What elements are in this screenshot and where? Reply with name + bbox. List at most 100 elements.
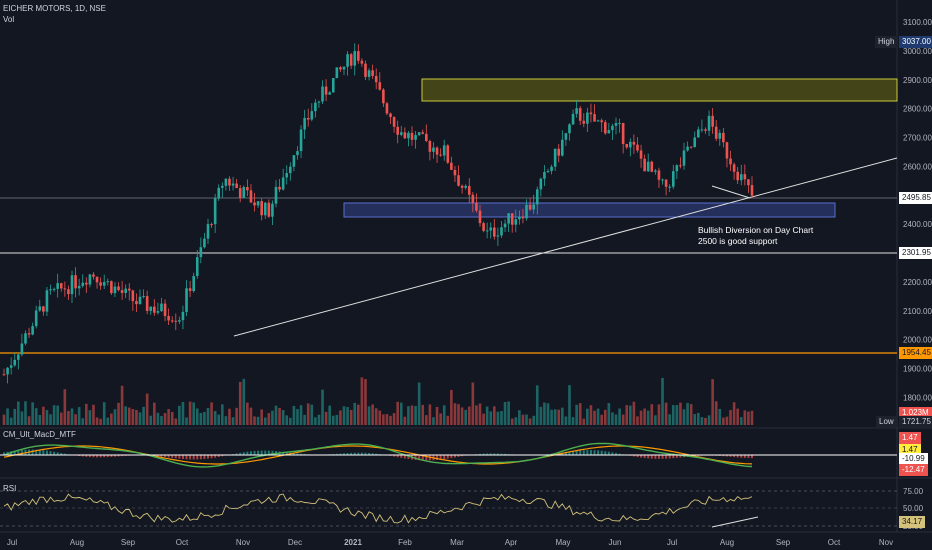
volume-bar-39	[142, 406, 145, 425]
volume-bar-129	[464, 409, 467, 425]
macd-hist-189	[679, 455, 682, 458]
candle-175	[629, 138, 632, 157]
candle-38	[138, 289, 142, 305]
volume-bar-52	[188, 401, 192, 425]
volume-bar-99	[357, 404, 360, 425]
macd-hist-83	[300, 453, 303, 455]
candle-71	[256, 201, 260, 208]
volume-bar-188	[675, 405, 679, 425]
macd-hist-113	[407, 455, 410, 460]
candle-189	[679, 157, 682, 169]
macd-hist-162	[582, 450, 585, 455]
candle-164	[589, 103, 593, 123]
candle-90	[324, 79, 328, 102]
candle-13	[49, 284, 52, 295]
volume-bar-59	[213, 411, 217, 425]
volume-bar-93	[335, 414, 339, 425]
macd-hist-163	[586, 450, 589, 455]
candle-156	[561, 130, 564, 157]
volume-bar-1	[6, 408, 9, 425]
candle-138	[496, 227, 500, 246]
macd-hist-170	[611, 452, 614, 455]
volume-bar-177	[636, 416, 639, 425]
candle-154	[553, 148, 557, 171]
macd-hist-16	[60, 453, 63, 455]
candle-120	[432, 142, 435, 159]
candle-103	[371, 64, 374, 79]
candle-145	[521, 208, 525, 224]
volume-bar-50	[181, 401, 185, 425]
volume-bar-116	[417, 382, 421, 425]
candle-44	[160, 297, 163, 312]
candle-200	[718, 129, 722, 146]
candle-42	[153, 299, 156, 316]
time-tick-12: Jul	[667, 538, 677, 547]
macd-hist-202	[725, 455, 728, 457]
candle-93	[335, 67, 339, 79]
candle-49	[178, 316, 181, 324]
macd-hist-169	[607, 451, 610, 455]
candle-11	[42, 305, 45, 316]
candle-116	[417, 132, 421, 137]
volume-bar-14	[52, 405, 56, 425]
volume-bar-103	[371, 404, 374, 425]
candle-113	[407, 130, 410, 147]
macd-label: CM_Ult_MacD_MTF	[3, 430, 76, 439]
macd-hist-55	[199, 455, 202, 460]
macd-hist-43	[156, 455, 159, 457]
candle-160	[575, 99, 578, 118]
volume-bar-156	[561, 407, 564, 425]
price-axis: 3100.00 3000.00 2900.00 2800.00 2700.00 2600.…	[903, 18, 932, 402]
candle-73	[263, 201, 267, 219]
volume-bar-142	[510, 418, 514, 425]
current-price-tag: 2495.85	[899, 192, 932, 204]
volume-bar-102	[367, 406, 371, 425]
macd-hist-182	[654, 455, 657, 459]
candle-134	[482, 221, 485, 233]
volume-bar-131	[471, 382, 475, 425]
macd-hist-164	[589, 450, 592, 455]
candle-194	[697, 126, 700, 138]
candle-107	[385, 101, 389, 116]
volume-bar-29	[106, 417, 110, 425]
volume-bar-168	[603, 409, 607, 425]
macd-hist-206	[740, 455, 743, 458]
macd-hist-22	[81, 455, 84, 457]
volume-bar-57	[206, 408, 210, 425]
volume-bar-30	[110, 413, 113, 425]
volume-bar-42	[153, 402, 156, 425]
candle-165	[593, 104, 596, 122]
macd-hist-23	[85, 455, 88, 457]
volume-bar-187	[671, 405, 675, 425]
rsi-current-tag: 34.17	[899, 516, 926, 528]
support-zone	[343, 202, 836, 218]
candle-97	[349, 52, 353, 69]
volume-bar-79	[285, 415, 289, 425]
volume-bar-140	[503, 402, 507, 425]
price-tick-0: 3100.00	[903, 18, 932, 27]
candle-179	[643, 154, 646, 172]
volume-bar-125	[450, 389, 453, 425]
candle-199	[714, 120, 718, 142]
macd-tag-1: 1.47	[899, 432, 921, 444]
macd-hist-60	[217, 455, 220, 458]
volume-bar-61	[221, 404, 224, 425]
volume-bar-40	[145, 393, 149, 425]
macd-hist-46	[167, 455, 170, 458]
candle-121	[435, 146, 439, 163]
candle-119	[428, 139, 432, 161]
candle-65	[235, 178, 238, 189]
time-tick-5: Dec	[288, 538, 302, 547]
time-tick-13: Aug	[720, 538, 734, 547]
candle-55	[199, 237, 203, 264]
candle-52	[188, 280, 192, 297]
candle-204	[732, 162, 736, 180]
price-tick-5: 2600.00	[903, 162, 932, 171]
volume-bar-206	[739, 417, 743, 425]
volume-bar-10	[38, 414, 42, 425]
volume-bar-183	[657, 404, 661, 425]
time-tick-1: Aug	[70, 538, 84, 547]
volume-bar-208	[747, 411, 750, 425]
volume-bar-150	[539, 406, 543, 425]
